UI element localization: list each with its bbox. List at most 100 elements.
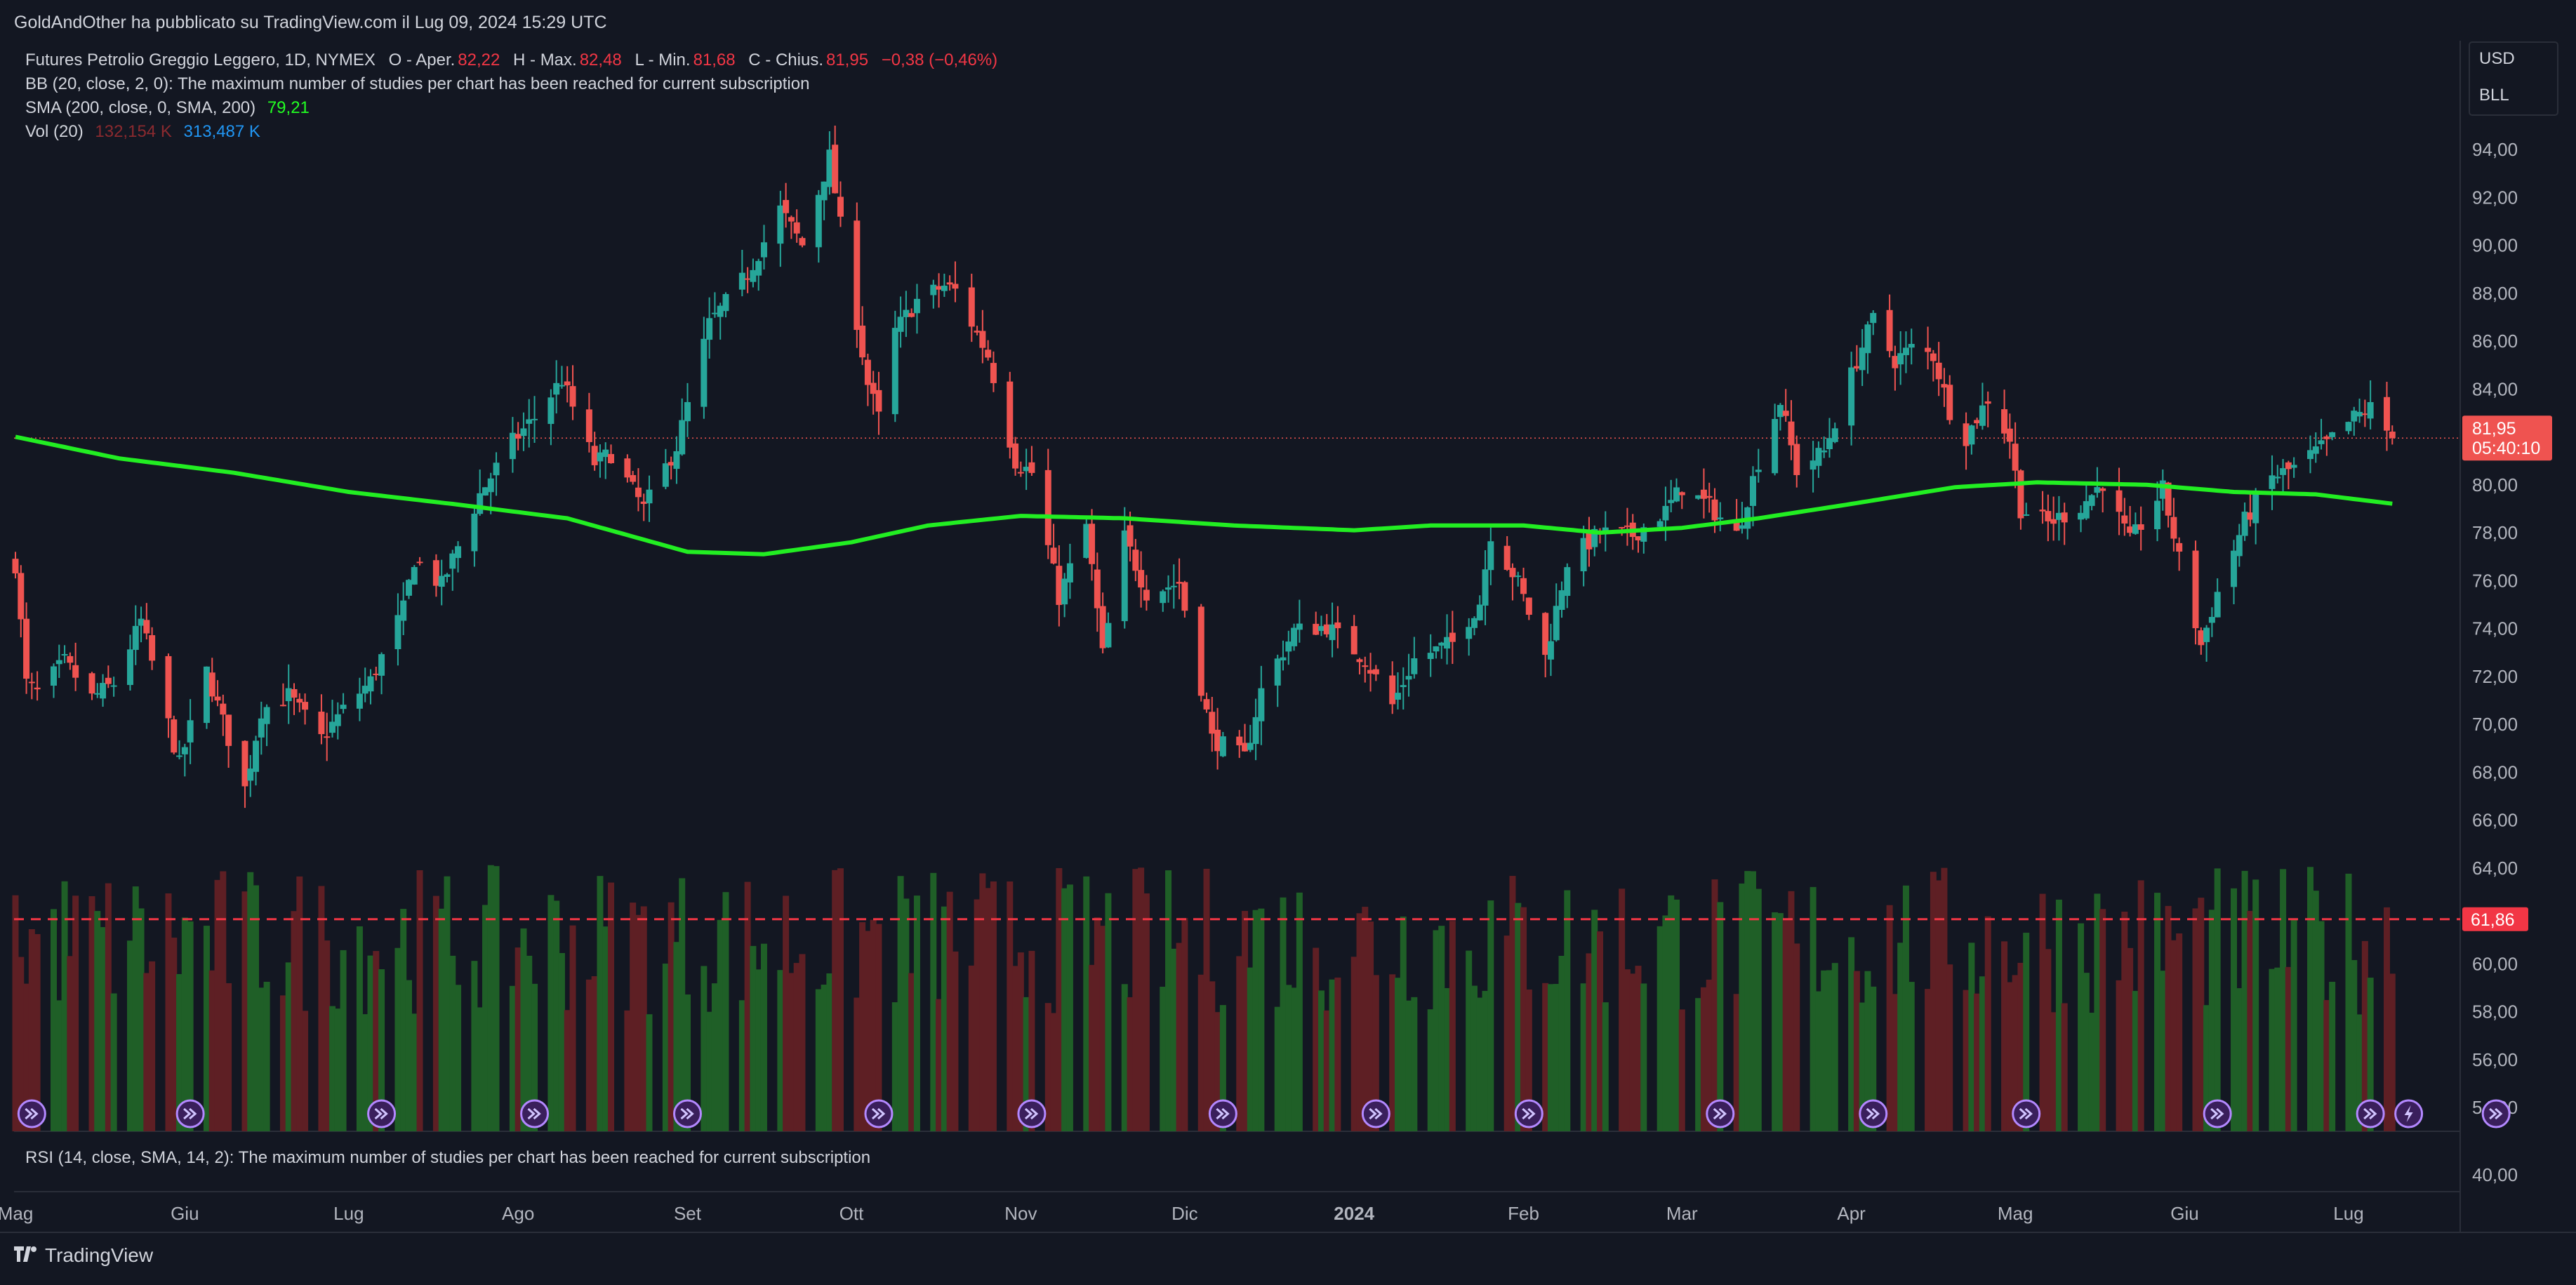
volume-bar (2045, 949, 2052, 1131)
currency-button[interactable]: USD (2479, 49, 2515, 68)
high-value: 82,48 (579, 51, 622, 69)
earnings-arrow-icon[interactable] (2356, 1099, 2385, 1128)
candle-body (2269, 475, 2276, 489)
volume-bar (126, 940, 133, 1131)
candle-body (1247, 743, 1254, 750)
volume-bar (514, 947, 522, 1131)
symbol-name[interactable]: Futures Petrolio Greggio Leggero, 1D, NY… (25, 51, 376, 69)
price-tick-label: 66,00 (2472, 810, 2518, 831)
candle-body (1870, 312, 1877, 324)
earnings-arrow-icon[interactable] (1706, 1099, 1735, 1128)
earnings-arrow-icon[interactable] (672, 1099, 702, 1128)
volume-bar (253, 885, 260, 1131)
tradingview-logo[interactable]: TradingView (14, 1244, 153, 1267)
volume-bar (367, 955, 374, 1131)
candle-body (405, 580, 412, 596)
volume-legend[interactable]: Vol (20) 132,154 K 313,487 K (25, 122, 263, 142)
unit-button[interactable]: BLL (2479, 86, 2509, 105)
volume-bar (132, 886, 139, 1131)
earnings-arrow-icon[interactable] (864, 1099, 894, 1128)
rsi-legend[interactable]: RSI (14, close, SMA, 14, 2): The maximum… (25, 1148, 871, 1167)
earnings-arrow-icon[interactable] (367, 1099, 397, 1128)
candle-body (171, 719, 178, 753)
volume-bar (1853, 971, 1860, 1131)
candle-body (624, 458, 631, 478)
volume-bar (979, 873, 986, 1131)
candle-body (61, 654, 68, 656)
earnings-arrow-icon[interactable] (1017, 1099, 1047, 1128)
volume-bar (1848, 937, 1855, 1131)
candle-body (2312, 446, 2319, 454)
earnings-arrow-icon[interactable] (2203, 1099, 2232, 1128)
candle-body (608, 453, 615, 464)
earnings-arrow-icon[interactable] (1208, 1099, 1237, 1128)
earnings-arrow-icon[interactable] (2481, 1099, 2511, 1128)
volume-bar (1050, 1013, 1057, 1131)
candle-body (2121, 515, 2128, 524)
candle-body (788, 217, 795, 222)
price-tick-label: 72,00 (2472, 666, 2518, 687)
time-axis-label: Feb (1508, 1203, 1539, 1224)
earnings-arrow-icon[interactable] (2012, 1099, 2041, 1128)
earnings-arrow-icon[interactable] (17, 1099, 46, 1128)
volume-bar (2198, 898, 2205, 1131)
volume-bar (1553, 984, 1560, 1131)
candle-body (1619, 526, 1626, 528)
volume-bar (2039, 893, 2046, 1131)
candle-body (952, 284, 959, 289)
candle-body (1788, 421, 1795, 446)
volume-bar (291, 911, 298, 1131)
candle-body (2039, 510, 2046, 512)
candle-body (738, 272, 745, 290)
volume-bar (411, 1013, 418, 1131)
candle-body (1394, 693, 1401, 700)
volume-bar (2176, 933, 2183, 1131)
volume-bar (1657, 926, 1664, 1131)
earnings-arrow-icon[interactable] (175, 1099, 205, 1128)
volume-bar (2236, 988, 2243, 1131)
volume-bar (1619, 888, 1626, 1131)
earnings-arrow-icon[interactable] (1514, 1099, 1543, 1128)
earnings-arrow-icon-glyph (183, 1107, 197, 1120)
earnings-arrow-icon[interactable] (520, 1099, 550, 1128)
flash-icon[interactable] (2394, 1099, 2424, 1128)
candle-body (1470, 618, 1478, 628)
candle-body (88, 673, 95, 694)
volume-bar (400, 909, 407, 1131)
candle-body (1181, 582, 1188, 611)
candle-body (1061, 578, 1068, 605)
candle-body (2198, 630, 2205, 646)
volume-bar (1503, 936, 1511, 1131)
volume-bar (329, 1006, 336, 1131)
volume-bar (2154, 893, 2161, 1131)
sma-legend[interactable]: SMA (200, close, 0, SMA, 200) 79,21 (25, 98, 312, 118)
earnings-arrow-icon[interactable] (1859, 1099, 1888, 1128)
volume-bar (340, 950, 347, 1131)
price-tick-label: 84,00 (2472, 378, 2518, 399)
bb-legend[interactable]: BB (20, close, 2, 0): The maximum number… (25, 74, 810, 93)
volume-bar (1700, 987, 1707, 1131)
candle-body (487, 478, 494, 493)
candle-body (1219, 736, 1226, 757)
volume-bar (279, 995, 286, 1131)
volume-bar (88, 895, 95, 1131)
volume-bar (1214, 1012, 1221, 1131)
volume-bar (1007, 881, 1014, 1131)
low-value: 81,68 (693, 51, 736, 69)
earnings-arrow-icon[interactable] (1361, 1099, 1390, 1128)
candle-body (760, 242, 767, 258)
price-tick-label: 88,00 (2472, 283, 2518, 304)
volume-bar (1242, 910, 1249, 1131)
volume-bar (624, 1010, 631, 1131)
volume-bar (2055, 899, 2062, 1131)
symbol-legend[interactable]: Futures Petrolio Greggio Leggero, 1D, NY… (25, 51, 1000, 70)
volume-bar (2023, 933, 2030, 1131)
candle-body (2088, 495, 2095, 506)
candle-body (1826, 438, 1833, 450)
volume-bar (1979, 976, 1986, 1131)
earnings-arrow-icon-glyph (1522, 1107, 1536, 1120)
volume-bar (449, 955, 456, 1131)
candle-body (793, 222, 800, 234)
